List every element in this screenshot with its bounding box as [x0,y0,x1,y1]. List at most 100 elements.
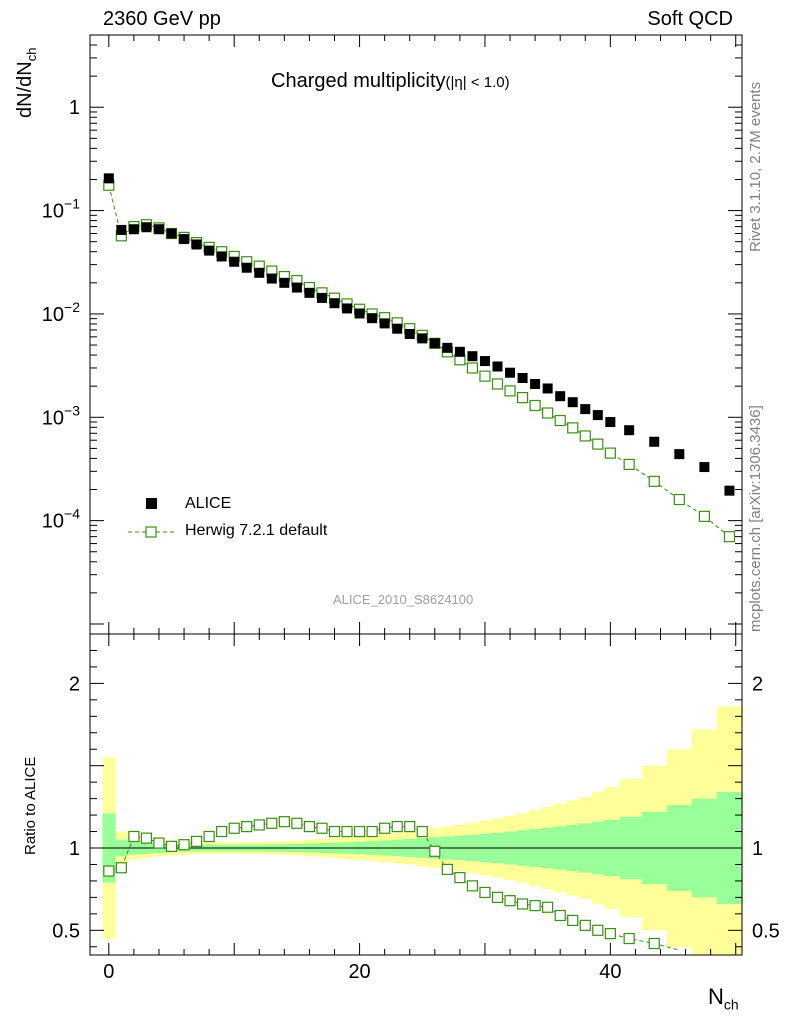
data-point [454,346,465,357]
ratio-point [153,837,165,849]
ratio-point [165,840,178,852]
ratio-point [648,937,660,950]
ratio-point [190,835,203,848]
mc-point [698,510,710,522]
data-point [116,224,127,235]
mc-point [592,438,604,450]
ratio-point [353,825,366,838]
ratio-point [404,820,416,833]
data-point [367,313,378,324]
data-point [517,372,528,383]
mc-series-line [108,185,730,537]
main-plot-marks [103,173,736,543]
ratio-point [529,900,541,912]
x-tick-label: 0 [103,961,114,983]
main-y-label: dN/dNch [14,48,39,118]
ratio-point [592,924,604,936]
mc-point [648,475,660,487]
data-point [429,338,440,349]
plot-title-suffix: (|η| < 1.0) [445,74,510,91]
data-point [379,318,390,329]
ratio-point [316,822,328,834]
mc-point [504,385,516,397]
ratio-point [604,927,616,940]
data-point [479,356,490,367]
ratio-point [466,880,479,892]
plot-title: Charged multiplicity [271,70,446,92]
x-axis-label-text: N [708,984,724,1009]
data-point [291,282,302,293]
plot-title-wrapper: Charged multiplicity(|η| < 1.0) [271,70,510,93]
ratio-point [278,816,290,828]
ratio-point [516,898,529,910]
ratio-y-tick-label-right: 1 [752,838,763,860]
mc-point [723,531,736,543]
ratio-point [128,830,140,843]
legend [128,498,176,538]
mc-point [554,414,566,427]
ratio-point [291,817,303,829]
ratio-y-tick-label: 1 [69,838,80,860]
ratio-point [140,832,153,844]
mc-point [673,493,685,506]
ratio-point [103,865,115,877]
data-point [354,308,365,319]
ratio-point [579,919,591,931]
data-point [316,292,327,303]
data-point [204,245,215,256]
mc-point [466,362,479,374]
ratio-point [241,820,253,833]
data-point [191,239,202,250]
mc-point [567,422,579,434]
data-point [329,298,340,309]
data-point [216,251,227,262]
y-tick-label: 10−3 [42,402,80,429]
data-point [624,425,635,436]
ratio-point [178,839,190,851]
mc-point [516,392,529,404]
ratio-point [391,820,403,833]
data-point [567,397,578,408]
ratio-point [303,820,316,833]
data-point [699,462,710,473]
mc-point [623,458,635,471]
main-plot-frame [89,34,743,635]
y-tick-label: 1 [69,97,80,119]
ratio-point [203,830,215,843]
x-axis-label: Nch [708,984,739,1012]
ratio-point [253,819,265,831]
data-point [542,383,553,394]
ratio-y-tick-label: 2 [69,673,80,695]
data-point [555,391,566,402]
legend-label-mc: Herwig 7.2.1 default [185,522,328,539]
mc-point [604,447,616,459]
y-tick-label: 10−4 [42,506,80,533]
data-point [530,378,541,389]
ratio-y-label: Ratio to ALICE [22,756,39,855]
ratio-plot-frame [89,633,743,956]
data-point [724,485,735,496]
data-point [179,234,190,245]
ratio-point [266,817,278,829]
ratio-point [379,822,391,834]
data-point [166,228,177,239]
analysis-label: ALICE_2010_S8624100 [333,592,474,607]
ratio-point [454,872,466,884]
process-label: Soft QCD [647,8,733,30]
data-point [128,224,139,235]
ratio-point [491,891,504,903]
data-point [254,267,265,278]
data-point [674,449,685,460]
data-point [304,287,315,298]
ratio-point [479,886,491,899]
ratio-point [567,914,579,927]
rivet-label: Rivet 3.1.10, 2.7M events [747,81,764,252]
ratio-y-tick-label: 0.5 [52,920,80,942]
data-point [467,351,478,362]
y-tick-label: 10−1 [42,196,80,223]
ratio-point [341,825,353,838]
main-y-label-sub: ch [24,47,39,62]
data-point [605,417,616,428]
ratio-point [554,909,566,922]
